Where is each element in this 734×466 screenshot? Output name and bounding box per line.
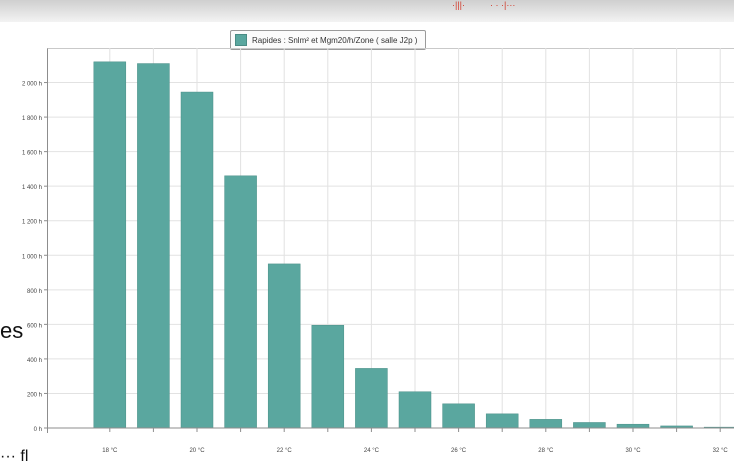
bar	[93, 61, 127, 429]
y-tick-label: 2 000 h	[22, 82, 42, 88]
y-tick-label: 1 800 h	[22, 116, 42, 122]
bar	[442, 403, 475, 429]
bar	[398, 391, 432, 429]
cropped-header-band: ·|||· · · ·|···	[0, 0, 734, 22]
x-tick-label: 24 °C	[364, 448, 380, 454]
bar	[573, 422, 606, 429]
bar	[180, 91, 214, 429]
x-tick-label: 20 °C	[189, 448, 205, 454]
bar	[137, 63, 170, 429]
x-tick-label: 18 °C	[102, 448, 118, 454]
bar	[311, 324, 345, 429]
bar	[529, 419, 563, 429]
y-tick-label: 600 h	[27, 323, 42, 329]
bar	[267, 263, 301, 429]
y-tick-label: 1 600 h	[22, 151, 42, 157]
cropped-side-text-lower: ··· fl	[0, 448, 29, 465]
x-tick-label: 28 °C	[538, 448, 554, 454]
bar	[355, 368, 388, 429]
x-tick-label: 26 °C	[451, 448, 467, 454]
legend-swatch	[235, 34, 247, 46]
cropped-header-text-2: · · ·|···	[490, 0, 516, 10]
legend-label: Rapides : Snlm² et Mgm20/h/Zone ( salle …	[252, 35, 418, 45]
y-tick-label: 1 400 h	[22, 185, 42, 191]
y-tick-label: 0 h	[34, 427, 42, 433]
plot-area-frame	[47, 48, 734, 433]
bar	[616, 423, 650, 429]
bar	[485, 413, 519, 429]
chart-legend: Rapides : Snlm² et Mgm20/h/Zone ( salle …	[230, 30, 427, 50]
y-tick-label: 1 200 h	[22, 220, 42, 226]
x-tick-label: 30 °C	[625, 448, 641, 454]
y-tick-label: 800 h	[27, 289, 42, 295]
cropped-side-text: es	[0, 318, 24, 343]
x-tick-label: 22 °C	[277, 448, 293, 454]
bar	[224, 175, 257, 429]
y-tick-label: 1 000 h	[22, 254, 42, 260]
x-tick-label: 32 °C	[713, 448, 729, 454]
y-tick-label: 200 h	[27, 392, 42, 398]
y-tick-label: 400 h	[27, 358, 42, 364]
cropped-header-text: ·|||·	[452, 0, 466, 10]
